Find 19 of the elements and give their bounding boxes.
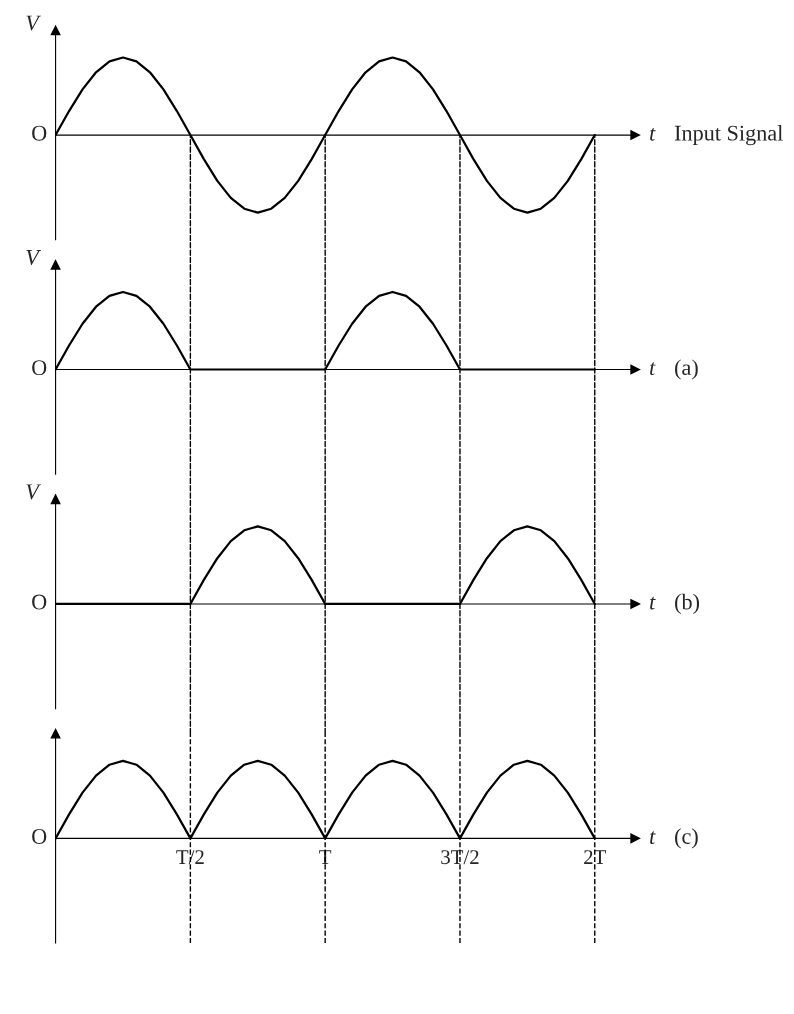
text: (b): [675, 593, 700, 615]
text: (a): [675, 359, 698, 380]
x-tick-label: T/2: [176, 850, 204, 865]
x-axis-title: t: [650, 127, 656, 141]
x-axis-title: t: [650, 362, 656, 376]
text: (c): [675, 828, 698, 849]
x-axis-title: t: [650, 596, 656, 610]
y-axis-title: V: [26, 484, 42, 500]
x-tick-label: 2T: [584, 850, 606, 864]
text: O: [32, 360, 47, 376]
text: O: [32, 594, 47, 610]
x-tick-label: 3T/2: [441, 850, 479, 865]
y-axis-title: V: [26, 15, 42, 31]
x-tick-label: T: [319, 850, 332, 864]
text: O: [32, 125, 47, 141]
y-axis-title: V: [26, 250, 42, 265]
x-axis-title: t: [650, 831, 656, 844]
text: Input Signal: [674, 124, 783, 146]
text: O: [32, 828, 47, 844]
